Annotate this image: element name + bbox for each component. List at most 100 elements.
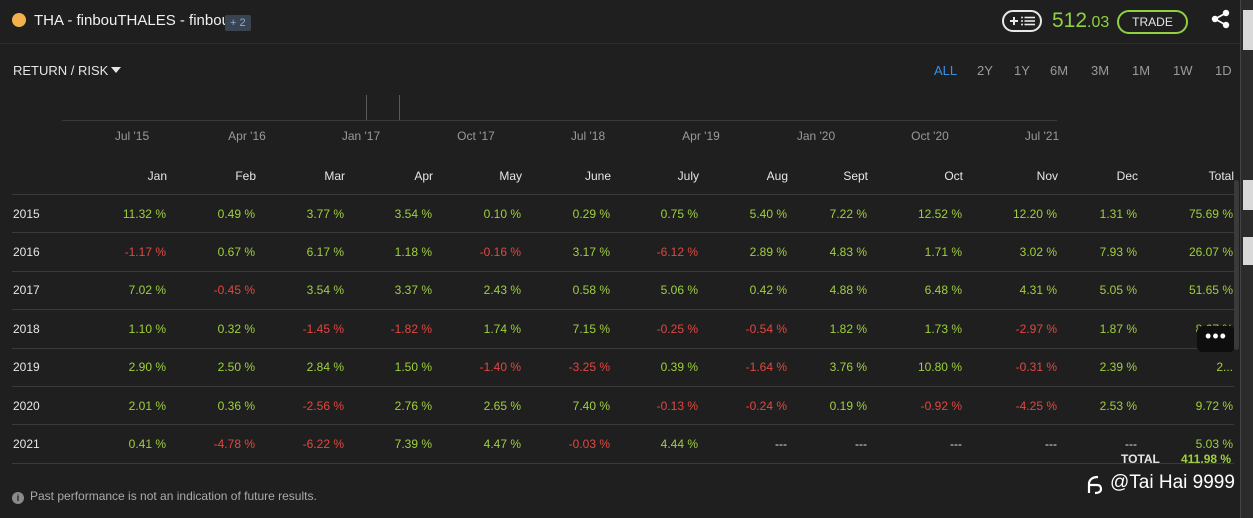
return-cell: 3.17 % [522,232,611,272]
grand-total-label: TOTAL [1121,452,1160,466]
monthly-returns-table: Jan Feb Mar Apr May June July Aug Sept Oct Nov Dec T… [12,157,1234,464]
timeframe-all[interactable]: ALL [934,63,958,78]
table-row: 2021 0.41 % -4.78 % -6.22 % 7.39 % 4.47 % -0.0… [12,424,1234,464]
timeframe-1y[interactable]: 1Y [1014,63,1030,78]
header-month: Mar [324,168,345,183]
header-month: May [499,168,522,183]
range-handle-right[interactable] [399,95,400,120]
return-cell: 6.17 % [256,232,345,272]
row-year: 2015 [12,193,72,233]
header-year [12,157,72,195]
timeframe-6m[interactable]: 6M [1050,63,1069,78]
return-cell: 2.01 % [72,385,167,425]
return-cell: -1.45 % [256,309,345,349]
return-cell: -1.17 % [72,232,167,272]
row-year: 2019 [12,347,72,387]
table-row: 2016 -1.17 % 0.67 % 6.17 % 1.18 % -0.16 % 3.17… [12,232,1234,272]
timeframe-1m[interactable]: 1M [1132,63,1151,78]
return-cell: 7.39 % [345,424,433,464]
adjacent-window-fragment [1243,180,1253,210]
instrument-title[interactable]: THA - finbouTHALES - finbou [34,12,230,29]
trade-button[interactable]: TRADE [1117,10,1188,34]
timeframe-1w[interactable]: 1W [1173,63,1193,78]
return-cell: -0.45 % [167,270,256,310]
return-cell: 0.67 % [167,232,256,272]
return-cell: 4.83 % [788,232,868,272]
header-month: Total [1208,168,1234,183]
return-cell: -0.92 % [868,385,963,425]
table-scrollbar[interactable] [1234,180,1239,350]
add-list-icon [1010,16,1035,26]
return-cell: -1.64 % [699,347,788,387]
range-handle-left[interactable] [366,95,367,120]
return-cell: -0.24 % [699,385,788,425]
watermark-text: @Tai Hai 9999 [1110,472,1235,493]
share-icon[interactable] [1210,9,1232,29]
return-cell: 3.76 % [788,347,868,387]
timeline-tick: Jan '17 [341,129,381,143]
view-selector-label: RETURN / RISK [13,63,109,78]
price-decimal: .03 [1087,14,1110,31]
timeline-tick: Oct '17 [457,129,495,143]
return-cell: 1.87 % [1058,309,1138,349]
return-cell: 2.50 % [167,347,256,387]
return-cell: 1.10 % [72,309,167,349]
status-dot-icon [12,13,26,27]
header-month: Oct [944,168,963,183]
return-cell: --- [868,424,963,464]
return-cell: --- [699,424,788,464]
return-cell: 11.32 % [72,193,167,233]
row-year: 2021 [12,424,72,464]
watermark-logo-icon [1087,475,1103,495]
current-price: 512.03 [1052,9,1109,33]
return-cell: 5.06 % [611,270,699,310]
add-to-list-button[interactable] [1002,10,1042,32]
return-cell: 7.02 % [72,270,167,310]
return-cell: -0.31 % [963,347,1058,387]
table-row: 2015 11.32 % 0.49 % 3.77 % 3.54 % 0.10 % 0.29 … [12,193,1234,233]
return-cell: 2.90 % [72,347,167,387]
return-cell: --- [788,424,868,464]
return-cell: 4.44 % [611,424,699,464]
return-cell: 3.77 % [256,193,345,233]
return-cell: 4.31 % [963,270,1058,310]
return-cell: --- [963,424,1058,464]
more-options-button[interactable]: ••• [1197,326,1235,352]
price-integer: 512 [1052,9,1088,32]
return-cell: 3.37 % [345,270,433,310]
return-cell: -6.22 % [256,424,345,464]
caret-down-icon [111,67,122,73]
return-cell: --- [1058,424,1138,464]
adjacent-window-fragment [1243,237,1253,265]
timeline-navigator[interactable]: Jul '15 Apr '16 Jan '17 Oct '17 Jul '18 … [0,88,1240,148]
return-cell: 0.32 % [167,309,256,349]
more-instruments-badge[interactable]: + 2 [225,15,251,31]
return-cell: 3.54 % [256,270,345,310]
row-year: 2016 [12,232,72,272]
header-month: Sept [843,168,868,183]
header-month: June [584,168,611,183]
return-cell: 12.52 % [868,193,963,233]
return-cell: 2.89 % [699,232,788,272]
timeframe-3m[interactable]: 3M [1091,63,1110,78]
timeline-tick: Jul '15 [114,129,150,143]
table-row: 2020 2.01 % 0.36 % -2.56 % 2.76 % 2.65 % 7.40 … [12,385,1234,425]
return-cell: 3.02 % [963,232,1058,272]
row-total-cell: 9.72 % [1138,385,1234,425]
view-selector-dropdown[interactable]: RETURN / RISK [13,63,122,78]
return-cell: 0.41 % [72,424,167,464]
row-year: 2018 [12,309,72,349]
row-total-cell: 75.69 % [1138,193,1234,233]
return-cell: 3.54 % [345,193,433,233]
row-total-cell: 51.65 % [1138,270,1234,310]
return-cell: 0.49 % [167,193,256,233]
header-month: Dec [1116,168,1138,183]
table-row: 2017 7.02 % -0.45 % 3.54 % 3.37 % 2.43 % 0.58 … [12,270,1234,310]
return-cell: 0.75 % [611,193,699,233]
timeframe-2y[interactable]: 2Y [977,63,993,78]
timeframe-1d[interactable]: 1D [1215,63,1232,78]
timeline-tick: Apr '16 [228,129,266,143]
return-cell: 4.88 % [788,270,868,310]
timeline-tick: Jul '18 [570,129,606,143]
return-cell: 1.18 % [345,232,433,272]
